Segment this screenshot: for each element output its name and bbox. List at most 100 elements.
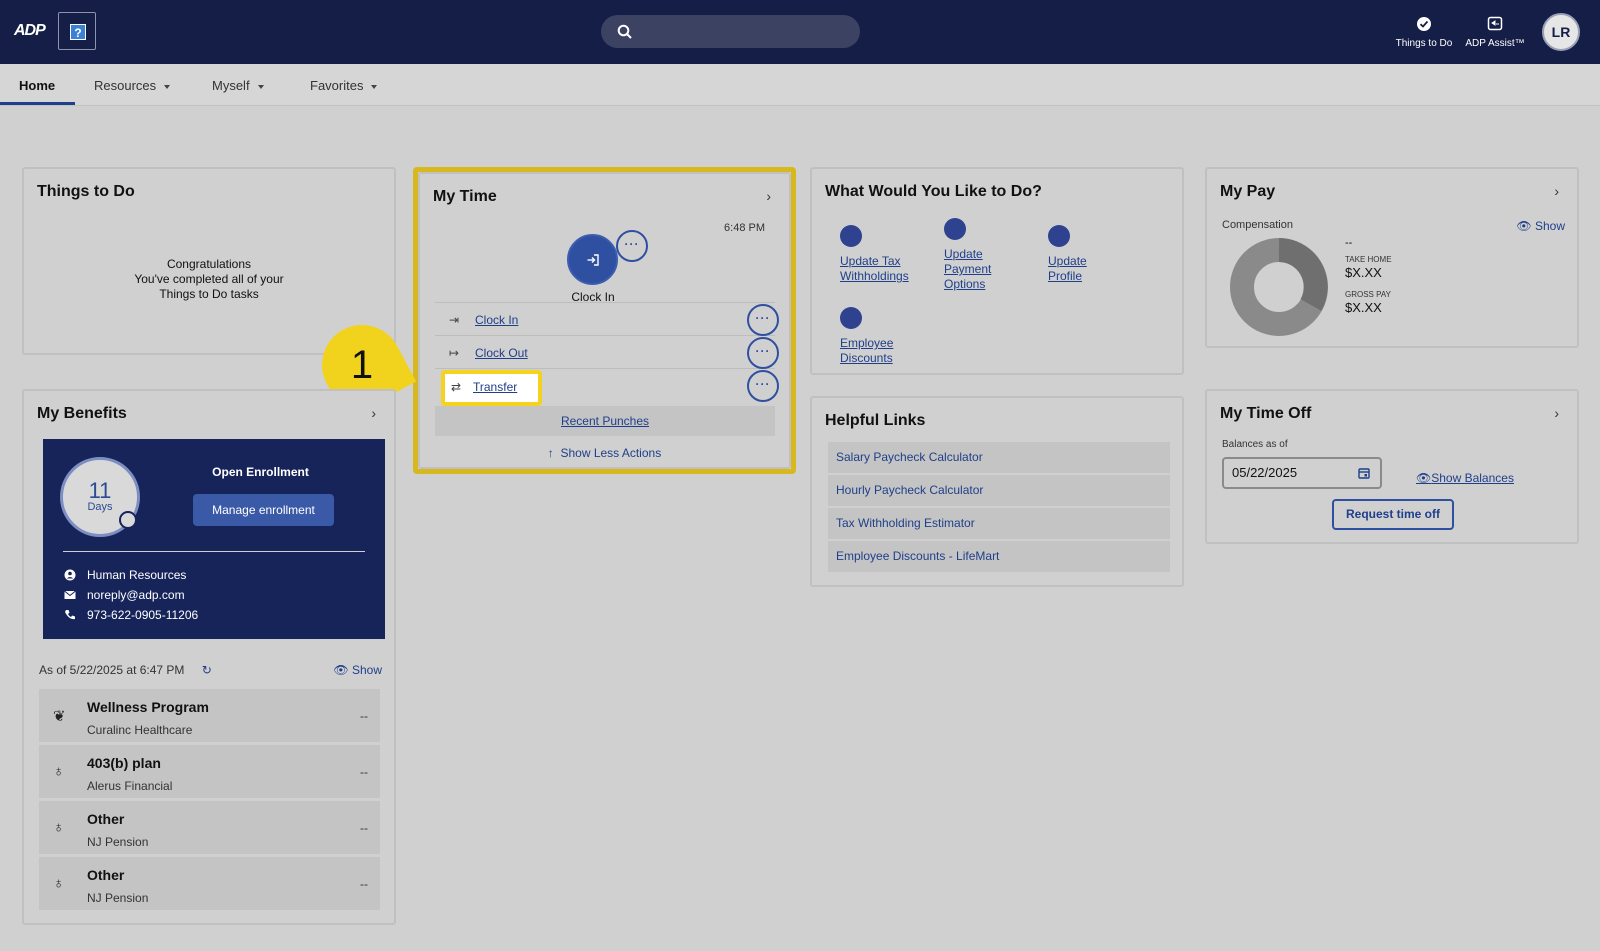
eye-icon: 👁 (1516, 219, 1532, 233)
tab-myself-label: Myself (212, 78, 250, 93)
benefit-row[interactable]: ♁ 403(b) plan Alerus Financial -- (39, 745, 380, 798)
tab-favorites-label: Favorites (310, 78, 364, 93)
take-home-label: TAKE HOME (1345, 255, 1392, 264)
active-tab-indicator (0, 102, 75, 105)
assist-icon (1487, 16, 1503, 31)
clock-in-icon: ⇥ (449, 313, 460, 327)
pay-donut-chart (1230, 238, 1328, 336)
clock-badge-icon (119, 511, 137, 529)
benefits-as-of: As of 5/22/2025 at 6:47 PM ↻ (39, 663, 212, 677)
adp-assist-button[interactable]: ADP Assist™ (1462, 16, 1528, 49)
gross-pay-label: GROSS PAY (1345, 290, 1391, 299)
highlight-frame (413, 167, 796, 474)
show-benefits-button[interactable]: 👁 Show (333, 663, 382, 677)
search-input[interactable] (601, 15, 860, 48)
tab-myself[interactable]: Myself (212, 78, 264, 93)
helpful-link[interactable]: Salary Paycheck Calculator (828, 442, 1170, 473)
my-pay-title: My Pay (1220, 183, 1276, 200)
transfer-highlight[interactable]: ⇄ Transfer (441, 370, 542, 406)
benefit-row[interactable]: ♁ Other NJ Pension -- (39, 857, 380, 910)
things-to-do-message: Congratulations You've completed all of … (24, 257, 394, 302)
my-time-off-card: My Time Off › Balances as of 05/22/2025 … (1205, 389, 1579, 544)
chevron-right-icon[interactable]: › (1554, 405, 1559, 421)
tax-icon[interactable] (840, 225, 862, 247)
pay-dash: -- (1345, 237, 1353, 249)
message-line: Things to Do tasks (159, 287, 259, 301)
helpful-links-card: Helpful Links Salary Paycheck Calculator… (810, 396, 1184, 587)
clock-out-icon: ↦ (449, 346, 460, 360)
discounts-icon[interactable] (840, 307, 862, 329)
clock-in-more-button[interactable]: ··· (747, 304, 779, 336)
benefit-name: Wellness Program (87, 699, 209, 715)
balances-as-of-label: Balances as of (1222, 439, 1288, 450)
helpful-link[interactable]: Tax Withholding Estimator (828, 508, 1170, 539)
tab-resources[interactable]: Resources (94, 78, 171, 93)
adp-assist-label: ADP Assist™ (1465, 38, 1525, 49)
tab-home[interactable]: Home (19, 78, 56, 93)
benefit-row[interactable]: ♁ Other NJ Pension -- (39, 801, 380, 854)
search-icon (617, 24, 632, 39)
benefit-provider: NJ Pension (87, 835, 149, 849)
hr-contact-phone[interactable]: 973-622-0905-11206 (87, 608, 199, 622)
update-tax-withholdings-link[interactable]: Update Tax Withholdings (840, 254, 909, 283)
recent-punches-link[interactable]: Recent Punches (435, 406, 775, 436)
calendar-icon[interactable] (1358, 467, 1370, 479)
lightbulb-icon: ♁ (53, 819, 65, 836)
lightbulb-icon: ♁ (53, 763, 65, 780)
adp-logo[interactable]: ADP (14, 22, 46, 39)
person-icon (64, 569, 76, 581)
arrow-up-icon: ↑ (547, 446, 554, 460)
benefit-row[interactable]: ❦ Wellness Program Curalinc Healthcare -… (39, 689, 380, 742)
show-less-actions-button[interactable]: ↑ Show Less Actions (420, 446, 789, 460)
chevron-right-icon[interactable]: › (766, 188, 771, 204)
show-balances-link[interactable]: 👁Show Balances (1416, 471, 1514, 485)
my-benefits-card: My Benefits › 11 Days Open Enrollment Ma… (22, 389, 396, 925)
gross-pay-value: $X.XX (1345, 300, 1382, 315)
show-pay-button[interactable]: 👁 Show (1516, 219, 1565, 233)
more-options-button[interactable]: ··· (616, 230, 648, 262)
clock-out-more-button[interactable]: ··· (747, 337, 779, 369)
clock-in-row: ⇥ Clock In (435, 302, 775, 335)
clock-in-link[interactable]: Clock In (475, 313, 519, 327)
helpful-link[interactable]: Hourly Paycheck Calculator (828, 475, 1170, 506)
check-circle-icon (1417, 17, 1431, 31)
lotus-icon: ❦ (53, 708, 66, 725)
clock-out-row: ↦ Clock Out (435, 335, 775, 368)
avatar[interactable]: LR (1542, 13, 1580, 51)
help-button[interactable]: ? (58, 12, 96, 50)
benefit-name: Other (87, 811, 125, 827)
things-to-do-button[interactable]: Things to Do (1388, 16, 1460, 49)
chevron-right-icon[interactable]: › (371, 405, 376, 421)
clock-in-primary-button[interactable] (567, 234, 618, 285)
message-line: You've completed all of your (134, 272, 284, 286)
helpful-links-title: Helpful Links (825, 412, 926, 429)
hr-contact-email[interactable]: noreply@adp.com (87, 588, 185, 602)
update-payment-options-link[interactable]: Update Payment Options (944, 247, 992, 291)
update-profile-link[interactable]: Update Profile (1048, 254, 1087, 283)
manage-enrollment-button[interactable]: Manage enrollment (193, 494, 334, 526)
main-nav: Home Resources Myself Favorites (0, 64, 1600, 106)
helpful-link[interactable]: Employee Discounts - LifeMart (828, 541, 1170, 572)
chevron-right-icon[interactable]: › (1554, 183, 1559, 199)
transfer-more-button[interactable]: ··· (747, 370, 779, 402)
balances-date-input[interactable]: 05/22/2025 (1222, 457, 1382, 489)
quick-actions-title: What Would You Like to Do? (825, 183, 1042, 200)
message-line: Congratulations (166, 257, 252, 271)
step-marker-number: 1 (350, 343, 374, 387)
employee-discounts-link[interactable]: Employee Discounts (840, 336, 894, 365)
tab-favorites[interactable]: Favorites (310, 78, 378, 93)
top-bar: ADP ? Things to Do ADP Assist™ LR (0, 0, 1600, 64)
my-time-title: My Time (433, 188, 497, 205)
caret-down-icon (164, 84, 171, 89)
payment-icon[interactable] (944, 218, 966, 240)
caret-down-icon (257, 84, 264, 89)
profile-icon[interactable] (1048, 225, 1070, 247)
request-time-off-button[interactable]: Request time off (1332, 499, 1454, 530)
clock-out-link[interactable]: Clock Out (475, 346, 528, 360)
transfer-icon: ⇄ (451, 380, 462, 394)
days-remaining-number: 11 (88, 478, 112, 503)
transfer-link[interactable]: Transfer (473, 380, 518, 394)
refresh-icon[interactable]: ↻ (201, 663, 212, 677)
benefit-value: -- (360, 709, 368, 723)
mail-icon (64, 590, 76, 599)
